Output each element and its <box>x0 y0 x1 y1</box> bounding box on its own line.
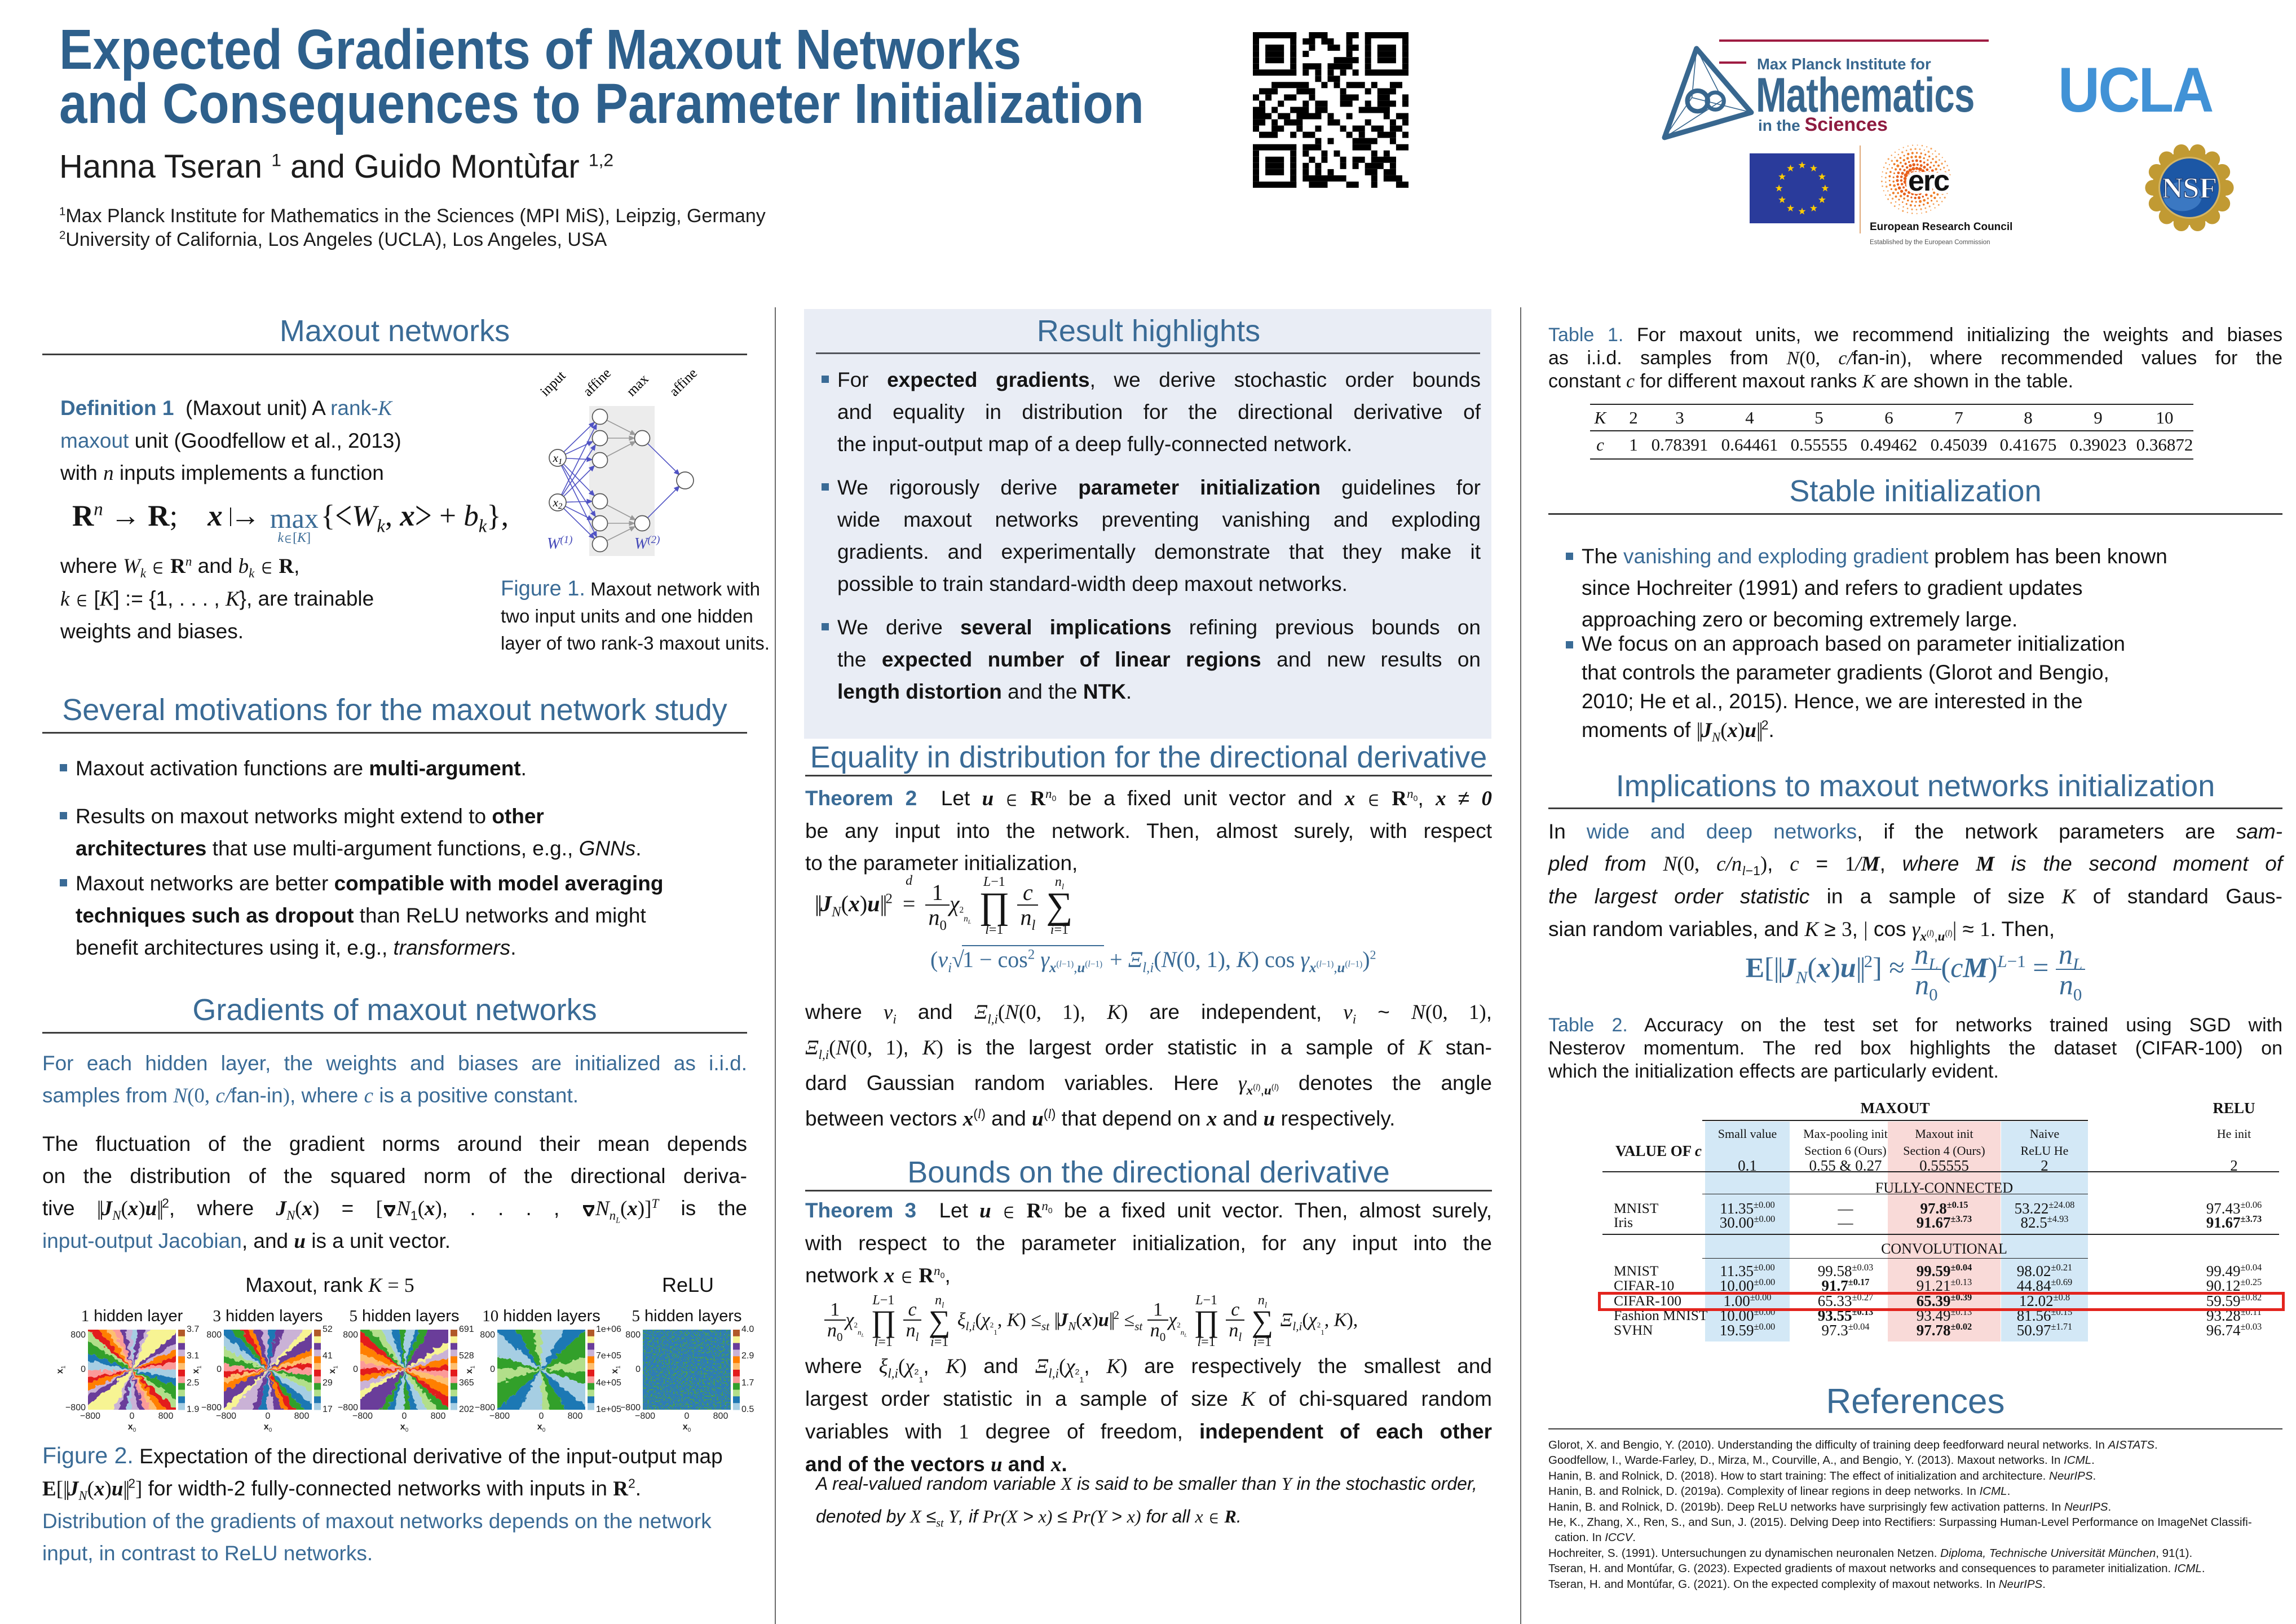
svg-text:max: max <box>624 371 652 399</box>
svg-text:affine: affine <box>666 365 700 399</box>
svg-text:input: input <box>537 368 568 399</box>
svg-text:W(2): W(2) <box>634 534 660 553</box>
svg-text:W(1): W(1) <box>547 534 572 553</box>
svg-text:erc: erc <box>1908 165 1949 197</box>
svg-text:affine: affine <box>580 365 614 399</box>
svg-text:NSF: NSF <box>2162 173 2217 205</box>
